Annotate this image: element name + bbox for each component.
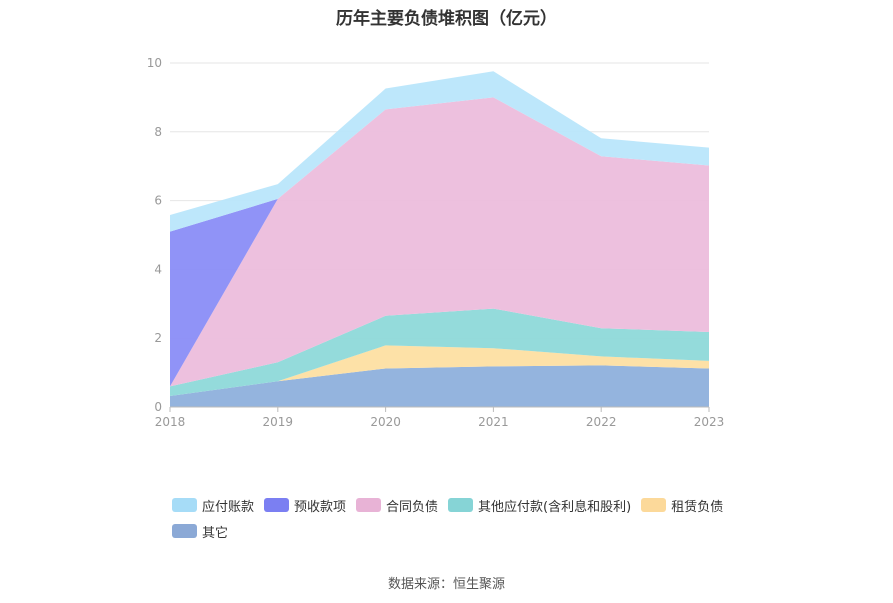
area-series-其它 <box>170 365 709 407</box>
area-series-租赁负债 <box>170 345 709 396</box>
area-series <box>170 71 709 407</box>
legend-label: 其它 <box>202 525 229 541</box>
x-tick-label: 2023 <box>694 415 725 429</box>
legend-swatch <box>448 498 474 512</box>
y-tick-label: 10 <box>147 56 162 70</box>
axes: 0 2 4 6 8 10 2018 2019 2020 2021 2022 2023 <box>147 56 725 429</box>
x-tick-label: 2018 <box>155 415 186 429</box>
legend-item[interactable]: 合同负债 <box>356 496 439 515</box>
legend-label: 合同负债 <box>386 499 439 515</box>
legend-swatch <box>264 498 290 512</box>
chart-title: 历年主要负债堆积图（亿元） <box>336 9 557 29</box>
y-tick-label: 6 <box>154 194 162 208</box>
legend-swatch <box>172 524 197 538</box>
legend-label: 租赁负债 <box>671 499 724 515</box>
area-series-其他应付款(含利息和股利) <box>170 308 709 396</box>
legend-swatch <box>641 498 667 512</box>
x-tick-label: 2021 <box>478 415 509 429</box>
legend-item[interactable]: 其它 <box>172 522 229 541</box>
legend: 应付账款 预收款项 合同负债 其他应付款(含利息和股利) 租赁负债其它 <box>172 496 772 548</box>
y-tick-label: 4 <box>154 262 162 276</box>
legend-item[interactable]: 其他应付款(含利息和股利) <box>448 496 632 515</box>
data-source: 数据来源：恒生聚源 <box>387 577 505 592</box>
x-tick-label: 2022 <box>586 415 617 429</box>
legend-item[interactable]: 预收款项 <box>264 496 347 515</box>
x-tick-label: 2020 <box>370 415 401 429</box>
legend-label: 其他应付款(含利息和股利) <box>478 499 632 515</box>
legend-item[interactable]: 租赁负债 <box>641 496 724 515</box>
y-tick-label: 8 <box>154 125 162 139</box>
legend-item[interactable]: 应付账款 <box>172 496 255 515</box>
area-series-应付账款 <box>170 71 709 232</box>
legend-label: 应付账款 <box>202 499 255 515</box>
area-series-合同负债 <box>170 97 709 387</box>
y-tick-label: 0 <box>154 400 162 414</box>
legend-swatch <box>356 498 382 512</box>
y-tick-label: 2 <box>154 331 162 345</box>
x-tick-label: 2019 <box>263 415 294 429</box>
legend-label: 预收款项 <box>294 499 347 515</box>
legend-swatch <box>172 498 197 512</box>
